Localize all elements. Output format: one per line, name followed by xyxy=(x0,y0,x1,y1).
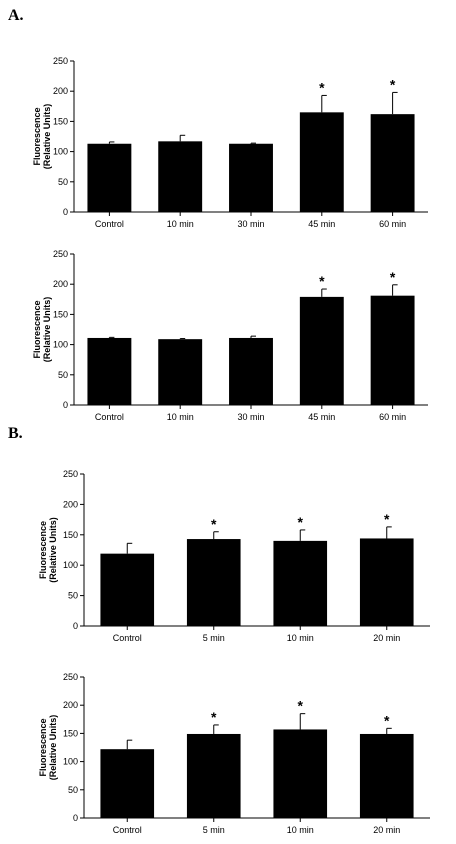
bar xyxy=(299,112,344,212)
y-tick-label: 150 xyxy=(53,309,68,319)
bar xyxy=(273,729,328,818)
significance-marker: * xyxy=(384,511,390,527)
bar xyxy=(100,749,155,818)
y-tick-label: 200 xyxy=(53,279,68,289)
x-tick-label: 10 min xyxy=(167,412,194,422)
x-tick-label: 20 min xyxy=(373,825,400,835)
chart-a-bottom: 0 50 100 150 200 250 Fluorescence (Relative Uni… xyxy=(32,249,428,422)
x-tick-label: Control xyxy=(95,412,124,422)
x-tick-label: 60 min xyxy=(379,219,406,229)
y-tick-label: 150 xyxy=(63,728,78,738)
y-tick-label: 50 xyxy=(68,785,78,795)
x-tick-label: 10 min xyxy=(287,825,314,835)
x-tick-label: 45 min xyxy=(308,219,335,229)
y-tick-label: 0 xyxy=(73,621,78,631)
y-tick-label: 250 xyxy=(63,672,78,682)
x-tick-label: 10 min xyxy=(167,219,194,229)
x-tick-label: 5 min xyxy=(203,825,225,835)
y-tick-label: 50 xyxy=(58,370,68,380)
bar xyxy=(87,143,132,212)
y-axis-label: (Relative Units) xyxy=(48,517,58,583)
x-tick-label: 30 min xyxy=(237,219,264,229)
y-tick-label: 100 xyxy=(53,340,68,350)
bar xyxy=(229,143,273,212)
x-tick-label: 20 min xyxy=(373,633,400,643)
chart-b-top: 0 50 100 150 200 250 Fluorescence (Relative Uni… xyxy=(38,469,430,643)
x-tick-label: 30 min xyxy=(237,412,264,422)
bar xyxy=(359,538,414,626)
x-tick-label: 10 min xyxy=(287,633,314,643)
y-axis-label: (Relative Units) xyxy=(42,297,52,363)
chart-a-top: 0 50 100 150 200 250 Fluorescence (Relative Uni… xyxy=(32,56,428,229)
significance-marker: * xyxy=(384,712,390,728)
significance-marker: * xyxy=(319,273,325,289)
chart-b-bottom: 0 50 100 150 200 250 Fluorescence (Relative Uni… xyxy=(38,672,430,835)
y-axis-label: Fluorescence xyxy=(32,107,42,165)
bar xyxy=(273,540,328,626)
y-axis-label: Fluorescence xyxy=(38,521,48,579)
y-tick-label: 100 xyxy=(53,147,68,157)
y-tick-label: 250 xyxy=(53,249,68,259)
y-tick-label: 0 xyxy=(63,400,68,410)
x-tick-label: 45 min xyxy=(308,412,335,422)
y-tick-label: 200 xyxy=(63,700,78,710)
y-axis-label: (Relative Units) xyxy=(42,104,52,170)
bar xyxy=(100,553,155,626)
significance-marker: * xyxy=(211,709,217,725)
significance-marker: * xyxy=(298,514,304,530)
y-tick-label: 150 xyxy=(53,116,68,126)
bar xyxy=(229,337,273,405)
bar xyxy=(359,733,414,818)
y-tick-label: 0 xyxy=(63,207,68,217)
significance-marker: * xyxy=(319,79,325,95)
significance-marker: * xyxy=(390,76,396,92)
y-tick-label: 250 xyxy=(53,56,68,66)
bar xyxy=(158,141,203,212)
significance-marker: * xyxy=(298,698,304,714)
significance-marker: * xyxy=(390,269,396,285)
y-tick-label: 200 xyxy=(63,499,78,509)
x-tick-label: Control xyxy=(113,633,142,643)
bar xyxy=(370,114,415,212)
y-tick-label: 200 xyxy=(53,86,68,96)
x-tick-label: Control xyxy=(95,219,124,229)
bar xyxy=(186,733,241,818)
y-tick-label: 150 xyxy=(63,530,78,540)
bar xyxy=(186,539,241,626)
x-tick-label: 5 min xyxy=(203,633,225,643)
y-tick-label: 250 xyxy=(63,469,78,479)
y-axis-label: Fluorescence xyxy=(32,300,42,358)
x-tick-label: 60 min xyxy=(379,412,406,422)
y-tick-label: 50 xyxy=(68,591,78,601)
bar xyxy=(87,337,132,405)
y-axis-label: Fluorescence xyxy=(38,718,48,776)
bar xyxy=(158,339,203,405)
bar xyxy=(299,296,344,405)
y-tick-label: 0 xyxy=(73,813,78,823)
y-tick-label: 100 xyxy=(63,560,78,570)
x-tick-label: Control xyxy=(113,825,142,835)
y-axis-label: (Relative Units) xyxy=(48,715,58,781)
y-tick-label: 100 xyxy=(63,757,78,767)
bar xyxy=(370,295,415,405)
panel-label-a: A. xyxy=(8,7,24,24)
significance-marker: * xyxy=(211,516,217,532)
y-tick-label: 50 xyxy=(58,177,68,187)
panel-label-b: B. xyxy=(8,425,23,442)
